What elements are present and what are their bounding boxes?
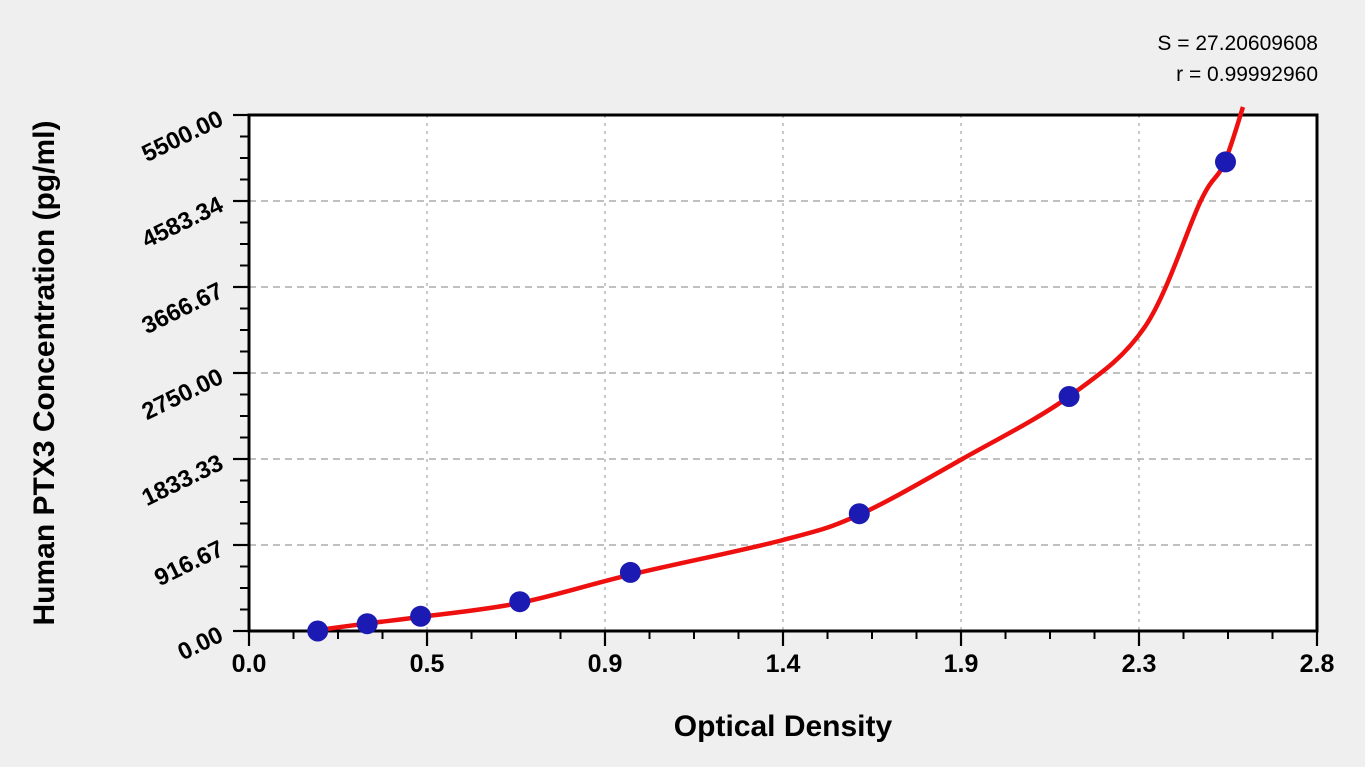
x-tick-label: 2.3 — [1121, 650, 1157, 678]
fit-statistics: S = 27.20609608 r = 0.99992960 — [1157, 28, 1318, 90]
x-tick-label: 1.4 — [765, 650, 801, 678]
data-point — [1215, 151, 1236, 173]
data-point — [1058, 386, 1080, 407]
data-point — [356, 613, 378, 635]
y-axis-title: Human PTX3 Concentration (pg/ml) — [28, 120, 61, 626]
data-point — [410, 605, 432, 627]
fit-statistic-r: r = 0.99992960 — [1176, 63, 1318, 86]
fit-statistic-s: S = 27.20609608 — [1157, 32, 1318, 55]
x-axis-title: Optical Density — [673, 710, 893, 743]
data-point — [619, 561, 641, 583]
data-point — [509, 591, 531, 613]
x-tick-label: 0.0 — [231, 650, 267, 678]
x-tick-label: 1.9 — [943, 650, 979, 678]
data-point — [848, 503, 870, 525]
x-tick-label: 0.9 — [587, 650, 623, 678]
x-tick-label: 2.8 — [1299, 650, 1335, 678]
x-tick-label: 0.5 — [409, 650, 445, 678]
data-point — [307, 620, 329, 642]
